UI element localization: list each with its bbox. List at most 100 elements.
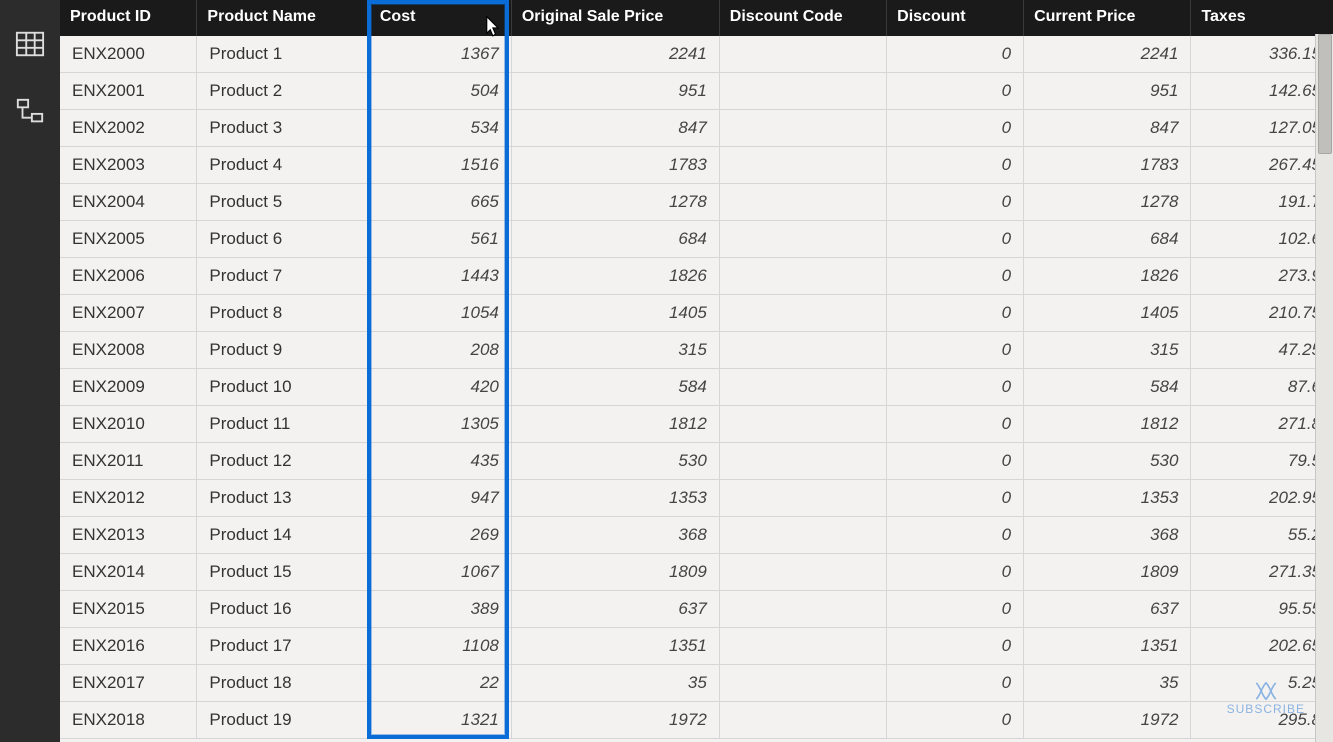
cell-product_name[interactable]: Product 17 xyxy=(197,628,369,665)
cell-discount_code[interactable] xyxy=(719,73,886,110)
cell-cost[interactable]: 389 xyxy=(369,591,511,628)
table-row[interactable]: ENX2006Product 71443182601826273.9 xyxy=(60,258,1333,295)
cell-product_name[interactable]: Product 12 xyxy=(197,443,369,480)
cell-original_sale_price[interactable]: 1783 xyxy=(511,147,719,184)
cell-cost[interactable]: 561 xyxy=(369,221,511,258)
column-header-product_id[interactable]: Product ID xyxy=(60,0,197,36)
column-header-discount[interactable]: Discount xyxy=(887,0,1024,36)
cell-original_sale_price[interactable]: 584 xyxy=(511,369,719,406)
cell-discount[interactable]: 0 xyxy=(887,517,1024,554)
cell-cost[interactable]: 1516 xyxy=(369,147,511,184)
cell-product_name[interactable]: Product 19 xyxy=(197,702,369,739)
cell-discount[interactable]: 0 xyxy=(887,332,1024,369)
cell-discount[interactable]: 0 xyxy=(887,702,1024,739)
cell-product_id[interactable]: ENX2016 xyxy=(60,628,197,665)
cell-original_sale_price[interactable]: 1812 xyxy=(511,406,719,443)
cell-taxes[interactable]: 127.05 xyxy=(1191,110,1333,147)
cell-discount[interactable]: 0 xyxy=(887,221,1024,258)
cell-original_sale_price[interactable]: 1809 xyxy=(511,554,719,591)
cell-discount[interactable]: 0 xyxy=(887,628,1024,665)
cell-current_price[interactable]: 684 xyxy=(1024,221,1191,258)
table-row[interactable]: ENX2014Product 151067180901809271.35 xyxy=(60,554,1333,591)
cell-discount_code[interactable] xyxy=(719,184,886,221)
cell-discount_code[interactable] xyxy=(719,369,886,406)
table-row[interactable]: ENX2009Product 10420584058487.6 xyxy=(60,369,1333,406)
cell-discount_code[interactable] xyxy=(719,295,886,332)
cell-original_sale_price[interactable]: 1353 xyxy=(511,480,719,517)
cell-original_sale_price[interactable]: 315 xyxy=(511,332,719,369)
cell-cost[interactable]: 22 xyxy=(369,665,511,702)
cell-product_id[interactable]: ENX2008 xyxy=(60,332,197,369)
cell-original_sale_price[interactable]: 1826 xyxy=(511,258,719,295)
cell-discount[interactable]: 0 xyxy=(887,406,1024,443)
cell-discount_code[interactable] xyxy=(719,221,886,258)
table-row[interactable]: ENX2008Product 9208315031547.25 xyxy=(60,332,1333,369)
cell-product_id[interactable]: ENX2009 xyxy=(60,369,197,406)
cell-original_sale_price[interactable]: 368 xyxy=(511,517,719,554)
cell-product_name[interactable]: Product 1 xyxy=(197,36,369,73)
cell-product_name[interactable]: Product 3 xyxy=(197,110,369,147)
vertical-scrollbar[interactable] xyxy=(1315,34,1333,742)
column-header-cost[interactable]: Cost xyxy=(369,0,511,36)
cell-taxes[interactable]: 267.45 xyxy=(1191,147,1333,184)
cell-cost[interactable]: 1108 xyxy=(369,628,511,665)
cell-product_id[interactable]: ENX2007 xyxy=(60,295,197,332)
cell-product_id[interactable]: ENX2005 xyxy=(60,221,197,258)
cell-product_name[interactable]: Product 6 xyxy=(197,221,369,258)
cell-product_name[interactable]: Product 11 xyxy=(197,406,369,443)
cell-discount_code[interactable] xyxy=(719,443,886,480)
cell-product_id[interactable]: ENX2010 xyxy=(60,406,197,443)
cell-current_price[interactable]: 1353 xyxy=(1024,480,1191,517)
cell-discount[interactable]: 0 xyxy=(887,184,1024,221)
cell-product_id[interactable]: ENX2011 xyxy=(60,443,197,480)
cell-original_sale_price[interactable]: 1405 xyxy=(511,295,719,332)
table-row[interactable]: ENX2010Product 111305181201812271.8 xyxy=(60,406,1333,443)
cell-product_id[interactable]: ENX2000 xyxy=(60,36,197,73)
cell-taxes[interactable]: 191.7 xyxy=(1191,184,1333,221)
cell-discount[interactable]: 0 xyxy=(887,110,1024,147)
cell-cost[interactable]: 269 xyxy=(369,517,511,554)
cell-original_sale_price[interactable]: 2241 xyxy=(511,36,719,73)
cell-taxes[interactable]: 142.65 xyxy=(1191,73,1333,110)
cell-discount[interactable]: 0 xyxy=(887,147,1024,184)
cell-discount_code[interactable] xyxy=(719,332,886,369)
table-row[interactable]: ENX2003Product 41516178301783267.45 xyxy=(60,147,1333,184)
cell-taxes[interactable]: 210.75 xyxy=(1191,295,1333,332)
cell-current_price[interactable]: 2241 xyxy=(1024,36,1191,73)
cell-discount_code[interactable] xyxy=(719,480,886,517)
cell-taxes[interactable]: 55.2 xyxy=(1191,517,1333,554)
cell-cost[interactable]: 665 xyxy=(369,184,511,221)
cell-cost[interactable]: 1067 xyxy=(369,554,511,591)
cell-product_id[interactable]: ENX2001 xyxy=(60,73,197,110)
cell-taxes[interactable]: 336.15 xyxy=(1191,36,1333,73)
table-row[interactable]: ENX2001Product 25049510951142.65 xyxy=(60,73,1333,110)
cell-discount[interactable]: 0 xyxy=(887,295,1024,332)
cell-cost[interactable]: 208 xyxy=(369,332,511,369)
cell-discount_code[interactable] xyxy=(719,517,886,554)
cell-current_price[interactable]: 951 xyxy=(1024,73,1191,110)
cell-current_price[interactable]: 530 xyxy=(1024,443,1191,480)
cell-taxes[interactable]: 87.6 xyxy=(1191,369,1333,406)
cell-cost[interactable]: 947 xyxy=(369,480,511,517)
cell-taxes[interactable]: 202.95 xyxy=(1191,480,1333,517)
cell-product_name[interactable]: Product 9 xyxy=(197,332,369,369)
cell-original_sale_price[interactable]: 847 xyxy=(511,110,719,147)
cell-discount_code[interactable] xyxy=(719,36,886,73)
cell-taxes[interactable]: 47.25 xyxy=(1191,332,1333,369)
cell-current_price[interactable]: 847 xyxy=(1024,110,1191,147)
scrollbar-thumb[interactable] xyxy=(1318,34,1332,154)
cell-original_sale_price[interactable]: 1351 xyxy=(511,628,719,665)
data-view-button[interactable] xyxy=(14,28,46,60)
cell-product_id[interactable]: ENX2012 xyxy=(60,480,197,517)
cell-current_price[interactable]: 1405 xyxy=(1024,295,1191,332)
cell-original_sale_price[interactable]: 35 xyxy=(511,665,719,702)
cell-cost[interactable]: 1305 xyxy=(369,406,511,443)
cell-cost[interactable]: 1321 xyxy=(369,702,511,739)
cell-taxes[interactable]: 273.9 xyxy=(1191,258,1333,295)
cell-taxes[interactable]: 271.35 xyxy=(1191,554,1333,591)
cell-product_id[interactable]: ENX2018 xyxy=(60,702,197,739)
table-row[interactable]: ENX2005Product 65616840684102.6 xyxy=(60,221,1333,258)
cell-product_name[interactable]: Product 2 xyxy=(197,73,369,110)
table-row[interactable]: ENX2007Product 81054140501405210.75 xyxy=(60,295,1333,332)
cell-current_price[interactable]: 1812 xyxy=(1024,406,1191,443)
